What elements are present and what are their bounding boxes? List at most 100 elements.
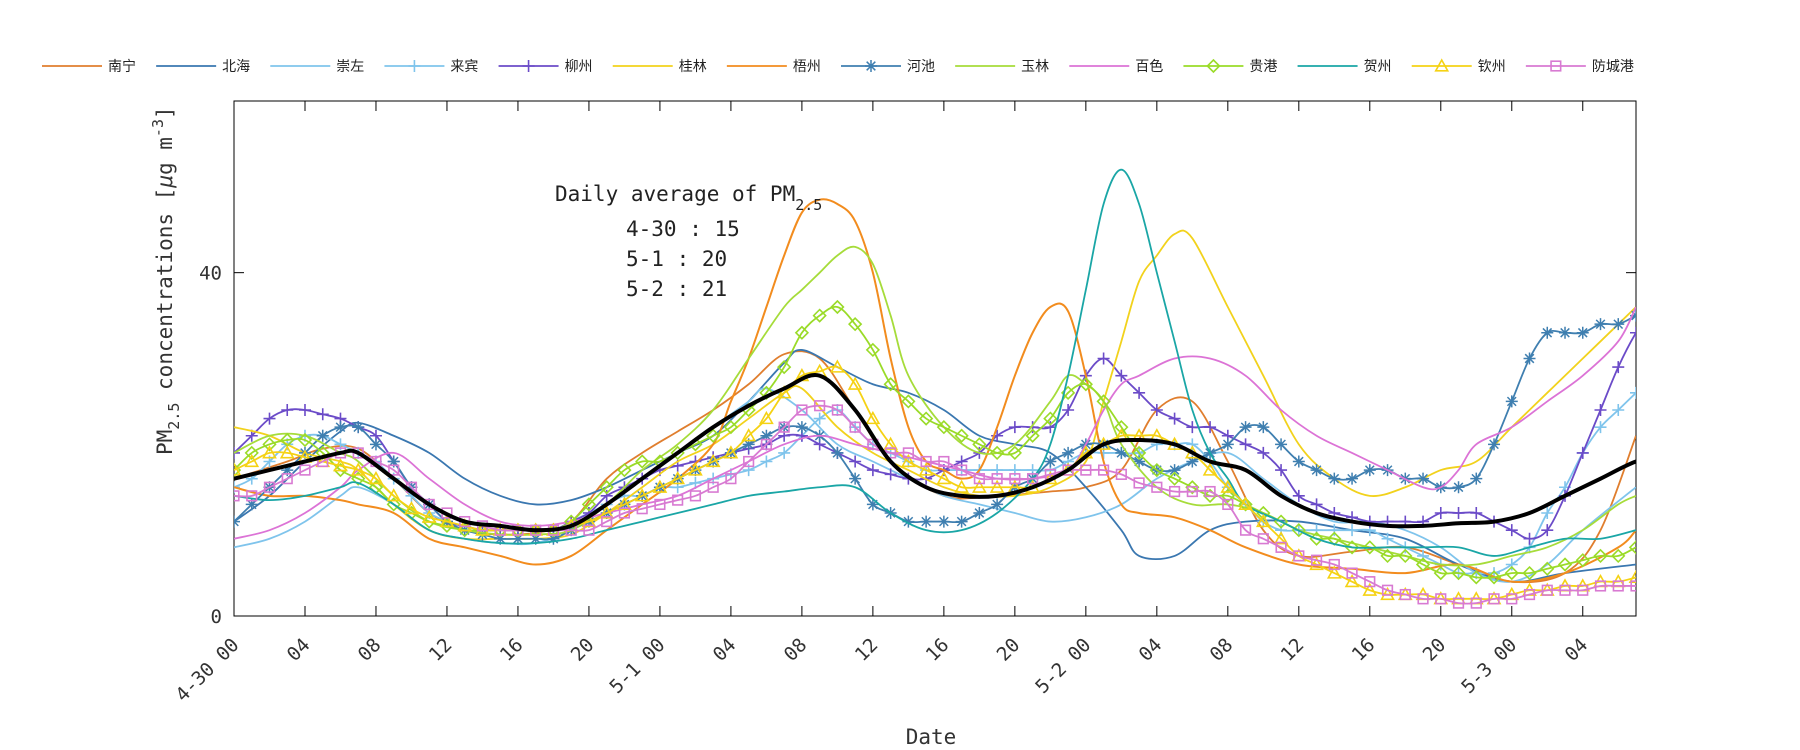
- data-point: [991, 498, 1004, 511]
- data-point: [617, 462, 632, 478]
- data-point: [760, 455, 773, 468]
- legend-item: 崇左: [270, 59, 364, 75]
- data-point: [1133, 386, 1146, 399]
- data-point: [263, 412, 276, 425]
- data-point: [1380, 548, 1395, 564]
- data-point: [297, 432, 313, 448]
- data-point: [1612, 318, 1625, 331]
- data-point: [1362, 540, 1377, 555]
- data-point: [918, 411, 934, 426]
- data-point: [618, 507, 631, 519]
- legend-label: 南宁: [108, 58, 136, 75]
- legend-item: 南宁: [42, 58, 136, 75]
- data-point: [1594, 318, 1607, 331]
- data-point: [1593, 548, 1608, 564]
- data-point: [1470, 472, 1483, 485]
- data-point: [936, 420, 952, 435]
- data-point: [723, 420, 739, 435]
- legend-item: 梧州: [726, 59, 821, 75]
- data-point: [1398, 548, 1413, 564]
- data-point: [883, 377, 898, 392]
- data-point: [1326, 565, 1342, 579]
- data-point: [883, 436, 898, 450]
- data-point: [1486, 570, 1502, 585]
- data-point: [1239, 524, 1252, 536]
- data-point: [972, 479, 987, 493]
- data-point: [865, 342, 881, 358]
- data-point: [1309, 556, 1324, 571]
- data-point: [989, 479, 1005, 493]
- data-point: [600, 489, 613, 502]
- legend-label: 北海: [222, 59, 250, 75]
- x-tick-label: 20: [567, 634, 599, 666]
- data-point: [1009, 473, 1021, 485]
- x-tick-label: 12: [1277, 634, 1309, 666]
- data-point: [1630, 386, 1636, 399]
- data-point: [439, 513, 455, 528]
- data-point: [1044, 421, 1057, 434]
- data-point: [776, 385, 792, 399]
- data-point: [1185, 480, 1200, 495]
- data-point: [742, 438, 755, 451]
- data-point: [1151, 481, 1163, 493]
- data-point: [599, 480, 614, 495]
- data-point: [1062, 446, 1075, 459]
- data-point: [386, 488, 402, 502]
- data-point: [298, 404, 311, 416]
- data-point: [1628, 569, 1636, 583]
- data-point: [920, 455, 932, 468]
- legend-item: 钦州: [1411, 58, 1506, 75]
- data-point: [972, 437, 987, 452]
- data-point: [1096, 394, 1111, 409]
- data-point: [529, 532, 542, 545]
- data-point: [234, 515, 240, 528]
- data-point: [334, 421, 347, 434]
- data-point: [1612, 361, 1625, 374]
- data-point: [1273, 531, 1289, 545]
- legend: 南宁 北海 崇左 来宾 柳州 桂林 梧州 河池 玉林 百色 贵港 贺州 钦州 防城港: [42, 58, 1634, 75]
- data-point: [316, 408, 329, 421]
- data-point: [421, 509, 437, 523]
- series-贺州: [234, 168, 1636, 557]
- data-point: [954, 428, 969, 443]
- data-point: [281, 464, 294, 477]
- data-point: [1097, 352, 1110, 365]
- data-point: [1381, 584, 1394, 596]
- y-axis-title: PM2.5 concentrations [μg m-3]: [149, 106, 183, 455]
- data-point: [1505, 524, 1518, 537]
- data-point: [408, 60, 421, 72]
- series-line: [234, 331, 1636, 540]
- data-point: [1363, 464, 1376, 477]
- data-point: [635, 454, 650, 469]
- data-point: [423, 498, 435, 511]
- data-point: [1488, 438, 1501, 451]
- x-axis-title: Date: [906, 725, 957, 749]
- data-point: [1275, 541, 1287, 553]
- data-point: [1115, 446, 1128, 459]
- series-北海: [234, 349, 1636, 583]
- data-point: [1221, 438, 1234, 451]
- data-point: [1541, 584, 1553, 596]
- data-point: [1541, 524, 1554, 537]
- data-point: [848, 317, 863, 332]
- data-point: [849, 472, 862, 485]
- data-point: [1346, 524, 1359, 537]
- data-point: [831, 404, 843, 416]
- data-point: [298, 446, 311, 459]
- data-point: [1167, 471, 1182, 486]
- y-tick-label: 0: [211, 606, 222, 628]
- legend-label: 桂林: [679, 59, 707, 75]
- data-point: [1062, 404, 1075, 416]
- data-point: [723, 445, 739, 459]
- data-point: [1114, 420, 1129, 435]
- data-point: [1559, 584, 1571, 596]
- data-point: [1434, 58, 1450, 72]
- data-point: [1523, 532, 1536, 545]
- data-point: [902, 515, 915, 528]
- data-point: [955, 515, 968, 528]
- series-line: [234, 168, 1636, 557]
- data-point: [918, 462, 934, 476]
- x-tick-label: 04: [283, 634, 315, 666]
- legend-label: 柳州: [565, 58, 593, 75]
- data-point: [1149, 462, 1164, 478]
